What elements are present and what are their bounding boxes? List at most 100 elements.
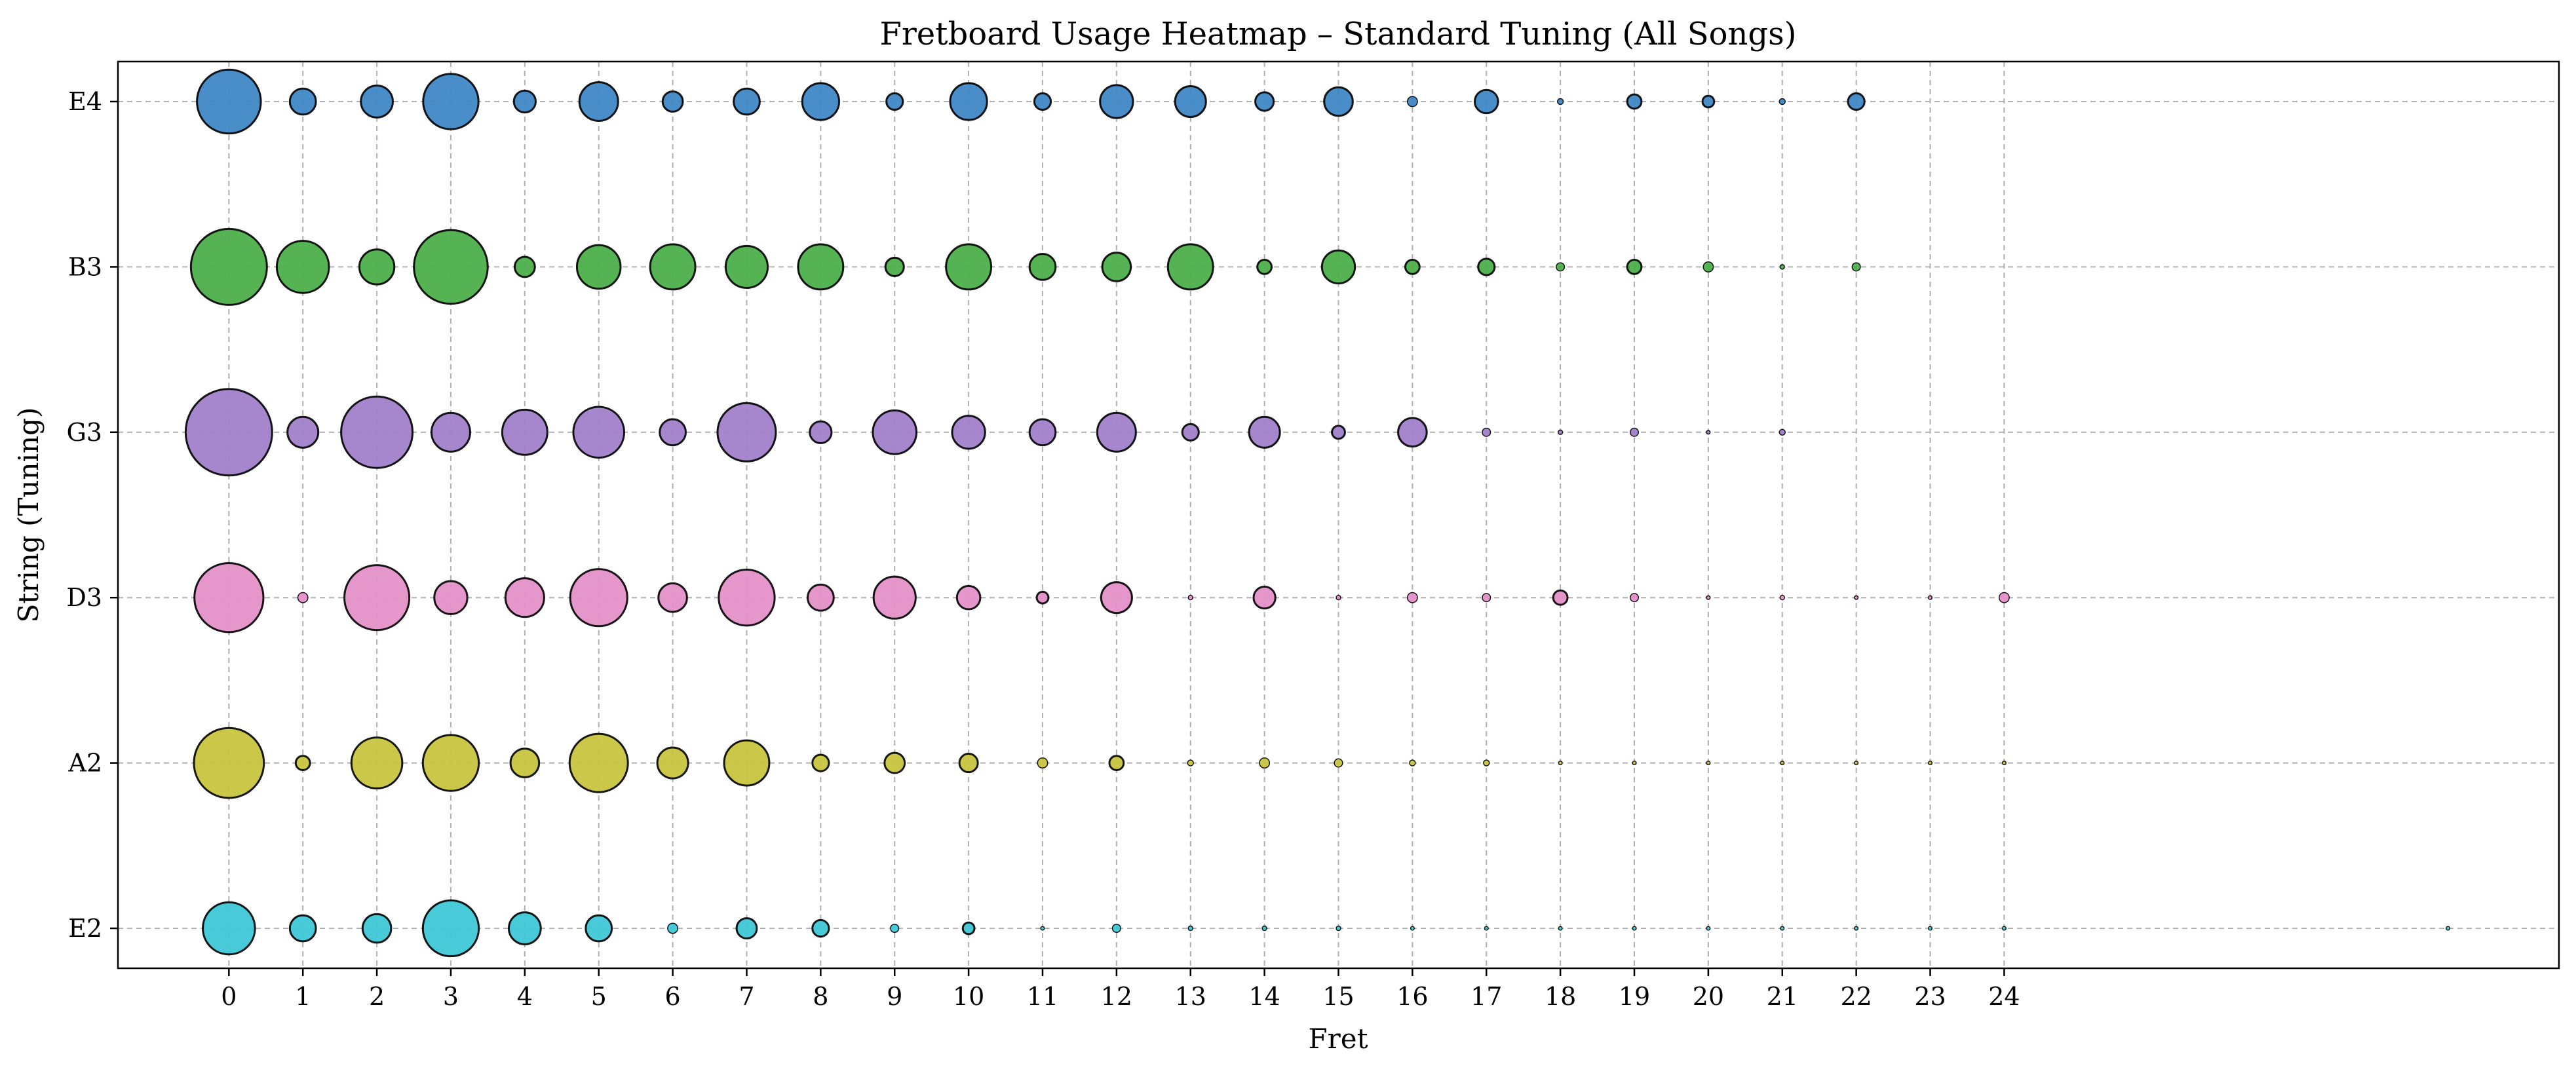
bubble-e4-fret-20	[1701, 94, 1716, 109]
bubble-b3-fret-11	[1028, 253, 1057, 281]
bubble-b3-fret-3	[413, 229, 489, 305]
y-tick-label-d3: D3	[66, 583, 102, 612]
bubble-d3-fret-10	[955, 584, 982, 611]
y-tick-label-e2: E2	[68, 914, 102, 943]
bubble-a2-fret-20	[1706, 761, 1711, 766]
bubble-a2-fret-16	[1409, 759, 1416, 767]
bubble-d3-fret-4	[504, 577, 545, 618]
grid-layer	[118, 62, 2559, 968]
bubble-g3-fret-7	[716, 402, 777, 463]
bubble-e2-fret-22	[1854, 926, 1859, 931]
bubble-a2-fret-24	[2001, 761, 2007, 766]
bubble-a2-fret-12	[1108, 755, 1125, 771]
bubble-a2-fret-0	[193, 727, 265, 799]
bubble-e4-fret-4	[512, 89, 537, 114]
bubble-b3-fret-20	[1702, 261, 1714, 273]
bubble-d3-fret-15	[1336, 595, 1341, 601]
bubble-e2-fret-5	[585, 914, 613, 943]
bubble-d3-fret-24	[1998, 592, 2010, 603]
bubble-e2-fret-8	[811, 918, 830, 938]
bubble-e2-fret-17	[1484, 926, 1489, 931]
bubble-e4-fret-5	[578, 81, 619, 123]
bubble-e2-fret-6	[667, 922, 679, 934]
y-tick-label-e4: E4	[68, 87, 102, 116]
bubble-b3-fret-5	[575, 244, 622, 290]
bubble-g3-fret-19	[1629, 427, 1640, 437]
x-tick-label: 22	[1840, 982, 1872, 1011]
bubble-d3-fret-23	[1927, 595, 1933, 600]
bubble-a2-fret-22	[1854, 761, 1859, 766]
bubble-e4-fret-10	[949, 82, 988, 121]
x-tick-label: 17	[1471, 982, 1502, 1011]
x-tick-label: 10	[953, 982, 984, 1011]
bubble-b3-fret-7	[724, 244, 769, 289]
bubble-a2-fret-11	[1037, 757, 1048, 769]
bubble-e2-fret-30	[2446, 926, 2451, 931]
bubble-d3-fret-8	[806, 583, 835, 612]
bubble-d3-fret-0	[193, 562, 265, 634]
bubble-e4-fret-19	[1626, 93, 1643, 110]
x-tick-label: 21	[1767, 982, 1798, 1011]
x-tick-label: 24	[1988, 982, 2020, 1011]
bubble-d3-fret-12	[1100, 581, 1133, 615]
bubble-a2-fret-14	[1259, 757, 1271, 769]
x-tick-label: 11	[1027, 982, 1058, 1011]
bubble-g3-fret-11	[1028, 418, 1057, 447]
x-tick-label: 19	[1619, 982, 1650, 1011]
bubble-e2-fret-1	[288, 914, 317, 943]
bubble-e2-fret-3	[421, 899, 480, 958]
x-tick-label: 20	[1693, 982, 1724, 1011]
bubble-a2-fret-19	[1632, 761, 1637, 766]
x-tick-label: 16	[1396, 982, 1428, 1011]
x-tick-label: 14	[1248, 982, 1280, 1011]
bubble-e4-fret-7	[733, 87, 761, 116]
bubble-d3-fret-18	[1552, 589, 1569, 606]
bubble-g3-fret-1	[286, 415, 320, 449]
bubble-b3-fret-15	[1320, 249, 1356, 285]
x-tick-label: 15	[1322, 982, 1354, 1011]
bubble-e4-fret-13	[1174, 85, 1207, 119]
bubble-b3-fret-21	[1779, 264, 1785, 270]
tick-layer: 0 1 2 3 4 5 6 7 8 9 10 11 12 13 14 15 16 17 18 19 20 21 22 23 24…	[66, 87, 2020, 1011]
bubble-g3-fret-12	[1096, 411, 1137, 453]
bubble-d3-fret-20	[1706, 595, 1711, 600]
bubble-d3-fret-19	[1629, 593, 1640, 603]
bubble-b3-fret-9	[884, 256, 905, 277]
bubble-b3-fret-12	[1101, 252, 1132, 282]
bubble-g3-fret-9	[872, 409, 918, 455]
x-tick-label: 7	[739, 982, 754, 1011]
bubble-g3-fret-0	[184, 388, 273, 477]
y-tick-label-b3: B3	[68, 252, 102, 281]
x-tick-label: 2	[369, 982, 385, 1011]
bubble-e4-fret-16	[1406, 96, 1418, 107]
bubble-e2-fret-7	[735, 917, 758, 939]
bubble-b3-fret-6	[649, 243, 697, 291]
bubble-d3-fret-2	[343, 564, 411, 632]
bubble-e2-fret-18	[1558, 926, 1563, 931]
bubble-b3-fret-17	[1477, 257, 1496, 276]
bubble-e2-fret-2	[361, 913, 393, 944]
bubble-e4-fret-21	[1778, 98, 1786, 105]
bubble-d3-fret-6	[657, 582, 688, 613]
bubble-g3-fret-20	[1706, 430, 1711, 435]
x-tick-label: 8	[813, 982, 828, 1011]
x-tick-label: 9	[887, 982, 902, 1011]
bubble-b3-fret-16	[1404, 259, 1421, 275]
x-axis-label: Fret	[1309, 1023, 1368, 1055]
bubble-e2-fret-4	[507, 911, 542, 945]
bubble-e2-fret-16	[1410, 926, 1415, 931]
bubble-e4-fret-22	[1847, 92, 1866, 111]
bubble-a2-fret-3	[421, 734, 480, 792]
bubble-e2-fret-24	[2001, 926, 2007, 931]
bubble-e4-fret-18	[1556, 98, 1564, 105]
x-tick-label: 12	[1101, 982, 1132, 1011]
bubble-g3-fret-5	[572, 406, 626, 459]
bubble-g3-fret-8	[809, 420, 833, 444]
bubble-a2-fret-6	[656, 746, 689, 780]
bubble-a2-fret-9	[883, 751, 906, 774]
bubble-a2-fret-18	[1558, 761, 1563, 766]
bubble-d3-fret-17	[1482, 593, 1491, 603]
bubble-b3-fret-19	[1626, 259, 1643, 275]
